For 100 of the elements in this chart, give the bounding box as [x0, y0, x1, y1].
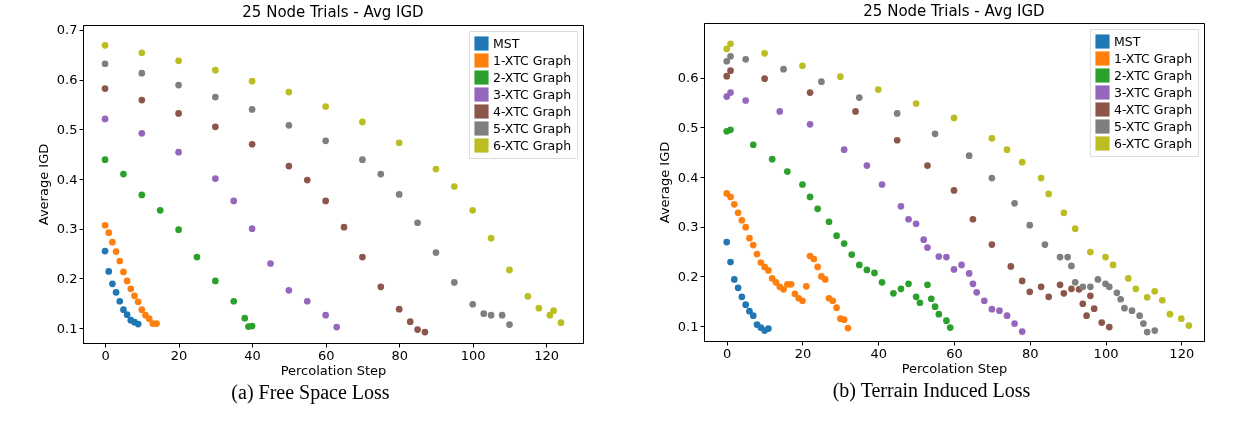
point	[1067, 262, 1075, 270]
point	[965, 152, 973, 160]
point	[768, 155, 776, 163]
point	[874, 86, 882, 93]
point	[847, 251, 855, 258]
point	[130, 292, 138, 300]
point	[101, 156, 108, 163]
y-tick-label: 0.3	[56, 221, 77, 237]
point	[123, 311, 130, 319]
legend-label: 6-XTC Graph	[1113, 135, 1192, 151]
point	[450, 183, 458, 190]
point	[726, 126, 734, 134]
point	[535, 304, 542, 312]
point	[101, 115, 108, 123]
point	[1044, 190, 1052, 198]
x-tick-label: 60	[945, 345, 963, 361]
y-tick-label: 0.4	[56, 171, 77, 187]
point	[211, 123, 219, 131]
point	[450, 279, 458, 286]
point	[863, 266, 870, 274]
point	[1056, 253, 1063, 261]
point	[851, 108, 859, 115]
point	[321, 137, 329, 145]
point	[104, 268, 112, 275]
point	[942, 317, 950, 324]
point	[957, 261, 965, 269]
point	[557, 319, 564, 326]
x-axis-title: Percolation Step	[901, 360, 1007, 376]
point	[115, 257, 123, 265]
point	[923, 281, 931, 289]
point	[942, 253, 950, 261]
point	[119, 268, 127, 276]
point	[1037, 283, 1044, 291]
point	[760, 75, 768, 82]
point	[395, 305, 403, 313]
point	[193, 253, 200, 261]
point	[1128, 307, 1135, 315]
point	[722, 72, 730, 80]
x-tick-label: 80	[390, 347, 408, 363]
point	[229, 297, 237, 305]
point	[395, 191, 403, 198]
point	[546, 311, 553, 319]
point	[988, 174, 995, 182]
point	[1143, 293, 1151, 301]
point	[137, 191, 145, 199]
point	[101, 221, 108, 229]
point	[340, 223, 347, 231]
point	[730, 201, 738, 208]
point	[285, 88, 292, 96]
point	[1131, 285, 1139, 293]
point	[783, 168, 791, 175]
point	[358, 118, 366, 126]
point	[912, 100, 919, 107]
point	[912, 220, 919, 228]
point	[775, 108, 783, 115]
point	[722, 93, 730, 100]
point	[806, 121, 813, 128]
point	[321, 197, 329, 205]
point	[108, 280, 116, 288]
point	[1041, 241, 1048, 248]
x-tick-label: 40	[869, 345, 887, 361]
point	[741, 97, 749, 104]
point	[798, 62, 806, 70]
point	[101, 42, 108, 49]
point	[1071, 225, 1079, 233]
chart-title: 25 Node Trials - Avg IGD	[862, 2, 1045, 20]
point	[1059, 209, 1067, 217]
point	[726, 89, 734, 96]
point	[406, 318, 414, 325]
point	[248, 322, 255, 330]
point	[266, 260, 274, 267]
point	[549, 307, 557, 315]
point	[156, 206, 164, 214]
x-tick-label: 80	[1021, 345, 1039, 361]
point	[1184, 322, 1192, 329]
point	[395, 139, 403, 147]
chart-title: 25 Node Trials - Avg IGD	[241, 2, 424, 21]
point	[358, 253, 366, 261]
point	[893, 110, 901, 117]
point	[145, 315, 153, 322]
point	[764, 325, 772, 332]
y-tick-label: 0.1	[677, 318, 698, 334]
point	[844, 324, 851, 332]
point	[950, 187, 957, 194]
point	[897, 285, 904, 293]
text: (b) Terrain Induced Loss	[832, 379, 1031, 402]
point	[897, 203, 904, 210]
point	[745, 234, 753, 242]
point	[211, 66, 219, 74]
x-tick-label: 40	[243, 347, 261, 363]
point	[479, 310, 487, 318]
point	[749, 141, 757, 149]
point	[134, 320, 141, 328]
point	[870, 269, 878, 277]
point	[821, 276, 829, 283]
point	[248, 106, 255, 113]
point	[248, 140, 255, 148]
x-tick-label: 100	[460, 347, 486, 363]
point	[1113, 289, 1120, 297]
point	[432, 165, 439, 173]
